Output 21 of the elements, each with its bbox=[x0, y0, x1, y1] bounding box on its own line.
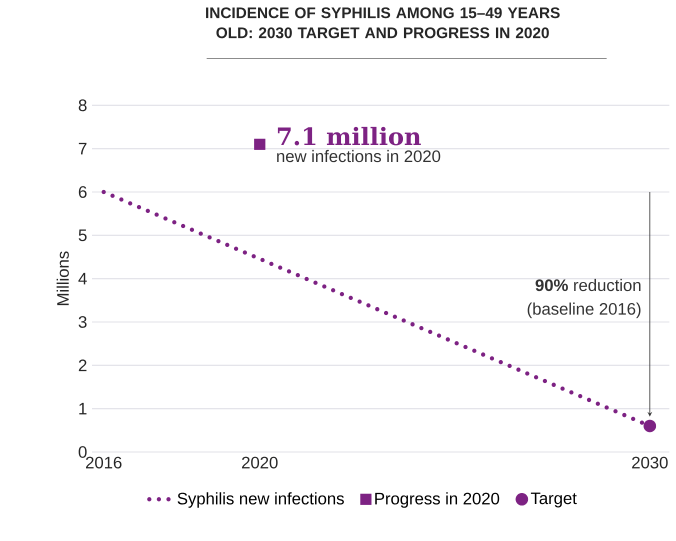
y-tick-label: 8 bbox=[78, 99, 87, 112]
y-tick-label: 0 bbox=[78, 446, 87, 458]
chart-title: INCIDENCE OF SYPHILIS AMONG 15–49 YEARS OLD: 2030 TARGET AND PROGRESS IN 2020 bbox=[206, 7, 560, 38]
annotation: new infections in 2020 bbox=[277, 150, 440, 162]
y-tick-label: 5 bbox=[78, 230, 87, 242]
y-tick-label: 4 bbox=[78, 272, 87, 284]
annotation: 7.1 million bbox=[278, 126, 421, 146]
y-tick-label: 7 bbox=[78, 142, 86, 154]
y-tick-label: 3 bbox=[78, 316, 87, 328]
annotation: 90% reduction bbox=[536, 278, 640, 292]
y-axis-title: Millions bbox=[56, 251, 69, 306]
x-tick-label: 2030 bbox=[632, 456, 668, 468]
legend-label: Target bbox=[530, 492, 577, 508]
x-tick-label: 2016 bbox=[86, 456, 122, 468]
x-tick-label: 2020 bbox=[242, 456, 278, 468]
y-tick-label: 2 bbox=[78, 360, 86, 372]
legend-label: Progress in 2020 bbox=[375, 492, 500, 508]
y-tick-label: 6 bbox=[78, 186, 87, 198]
legend-label: Syphilis new infections bbox=[178, 492, 344, 508]
y-tick-label: 1 bbox=[79, 402, 86, 414]
annotation: (baseline 2016) bbox=[528, 302, 640, 318]
